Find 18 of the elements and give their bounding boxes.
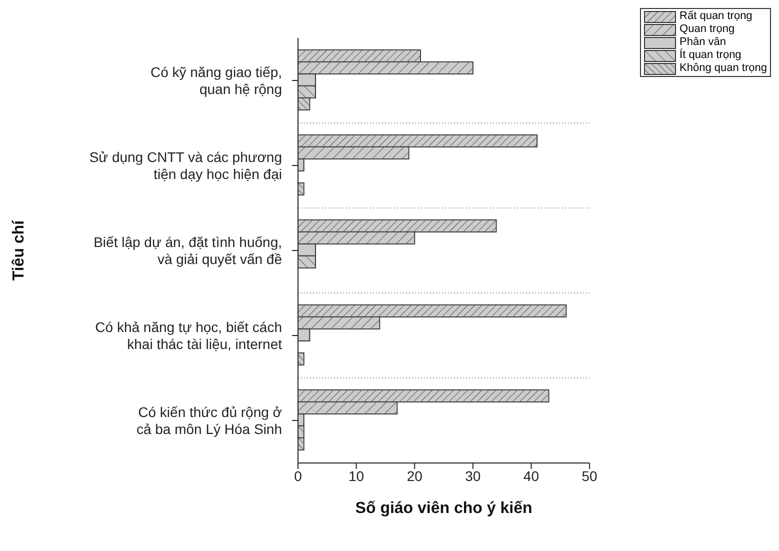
x-tick-label: 50 <box>582 468 598 484</box>
legend-label: Không quan trọng <box>680 62 767 75</box>
x-tick-label: 0 <box>294 468 302 484</box>
x-tick-label: 20 <box>406 468 423 484</box>
legend-label: Quan trọng <box>680 23 735 36</box>
y-tick-label: Biết lập dự án, đặt tình huống, và giải quyết vấn đề <box>94 234 282 267</box>
y-axis-title: Tiêu chí <box>10 220 28 281</box>
y-tick-label: Sử dụng CNTT và các phương tiện dạy học hiện đại <box>89 149 282 182</box>
y-tick-label: Có khả năng tự học, biết cách khai thác tài liệu, internet <box>95 319 282 352</box>
x-tick-label: 10 <box>348 468 364 484</box>
legend-label: Ít quan trọng <box>680 49 742 62</box>
y-tick-label: Có kiến thức đủ rộng ở cả ba môn Lý Hóa Sinh <box>136 404 282 437</box>
y-tick-label: Có kỹ năng giao tiếp, quan hệ rộng <box>150 64 282 97</box>
legend-label: Rất quan trọng <box>680 10 752 23</box>
x-tick-label: 40 <box>523 468 540 484</box>
x-axis-title: Số giáo viên cho ý kiến <box>355 500 532 517</box>
x-tick-label: 30 <box>465 468 481 484</box>
legend-label: Phân vân <box>680 36 726 48</box>
